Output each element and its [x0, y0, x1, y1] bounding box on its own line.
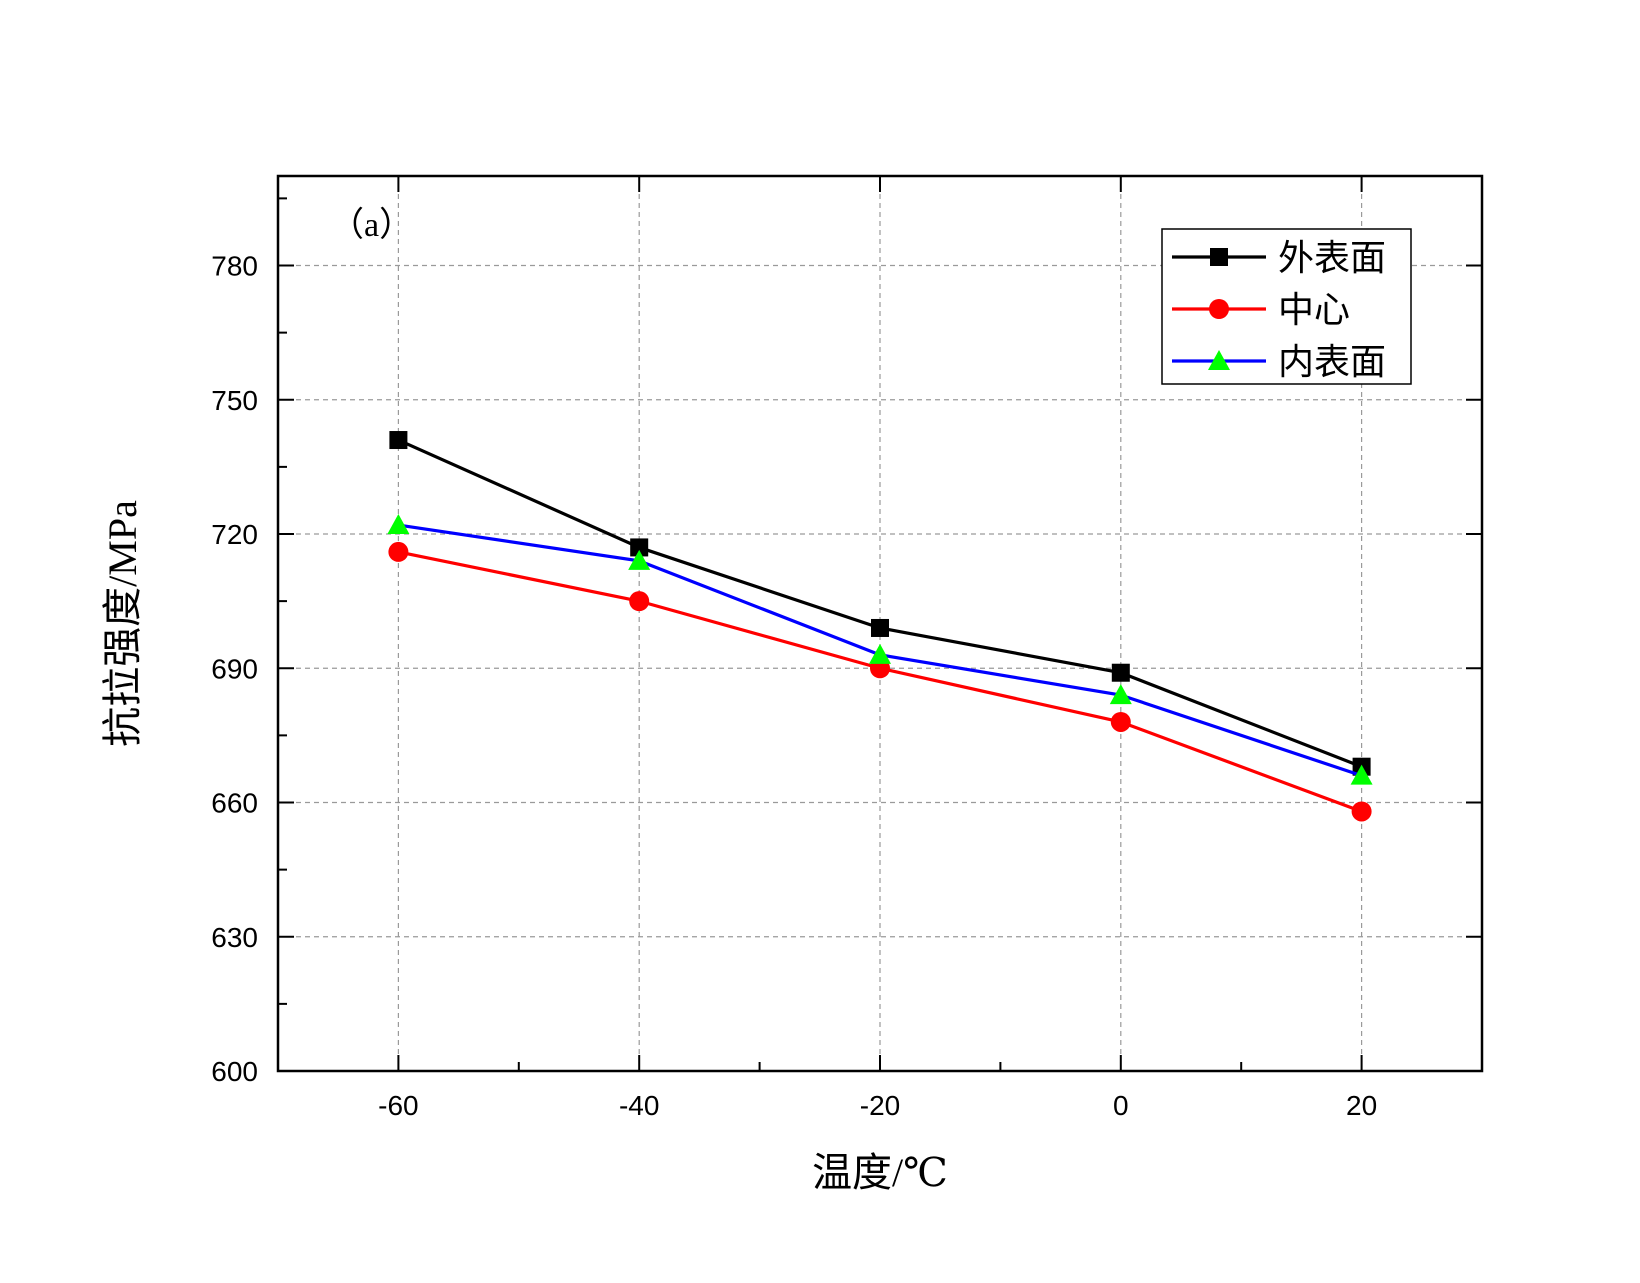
legend-entry: 外表面: [1172, 238, 1386, 279]
y-tick-label: 600: [211, 1056, 258, 1087]
data-point: [871, 618, 889, 637]
data-point: [388, 541, 409, 562]
x-tick-label: 0: [1113, 1090, 1129, 1121]
x-tick-label: -40: [619, 1090, 659, 1121]
data-point: [630, 538, 649, 557]
series-layer: [387, 431, 1373, 822]
legend-label: 外表面: [1278, 238, 1386, 279]
legend-label: 内表面: [1278, 342, 1386, 383]
y-axis-title: 抗拉强度/MPa: [100, 500, 145, 747]
panel-annotation: （a）: [330, 206, 413, 244]
series-0: [389, 431, 1371, 776]
legend-marker: [1208, 350, 1230, 370]
x-tick-label: 20: [1346, 1090, 1377, 1121]
legend-label: 中心: [1278, 290, 1350, 331]
data-point: [1351, 801, 1372, 822]
data-point: [387, 514, 410, 535]
series-2: [387, 514, 1373, 785]
legend-box: [1161, 228, 1412, 385]
y-tick-label: 690: [211, 653, 258, 684]
y-tick-label: 780: [211, 251, 258, 282]
data-point: [389, 431, 408, 450]
legend-marker: [1209, 299, 1229, 319]
data-point: [1111, 663, 1130, 682]
x-tick-label: -20: [860, 1090, 900, 1121]
legend-marker: [1210, 248, 1228, 266]
x-tick-label: -60: [378, 1090, 418, 1121]
data-point: [1350, 764, 1373, 785]
data-point: [628, 549, 651, 570]
data-point: [629, 591, 650, 612]
data-point: [869, 643, 891, 664]
y-tick-label: 630: [211, 922, 258, 953]
axis-ticks: [278, 176, 1482, 1072]
axis-tick-labels: -60 -40 -20 0 20 600 630 660 690 720 750 780: [211, 251, 1377, 1122]
legend-entry: 中心: [1172, 290, 1350, 331]
data-point: [1110, 711, 1131, 732]
y-tick-label: 750: [211, 385, 258, 416]
x-axis-title: 温度/℃: [812, 1150, 948, 1195]
legend-entry: 内表面: [1172, 342, 1386, 383]
y-tick-label: 660: [211, 788, 258, 819]
y-tick-label: 720: [211, 519, 258, 550]
data-point: [1109, 684, 1132, 705]
